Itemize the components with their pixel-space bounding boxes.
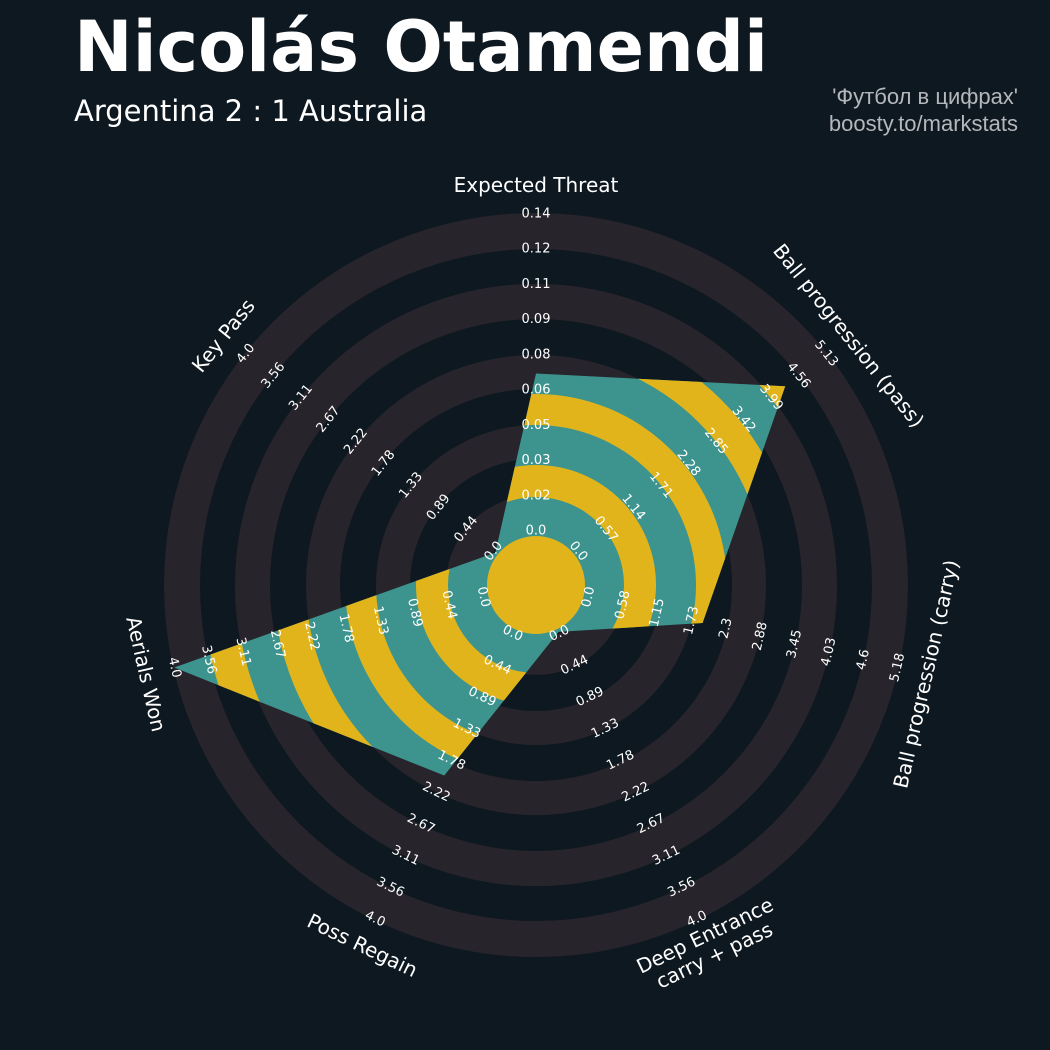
tick-label: 0.11 — [522, 277, 551, 292]
tick-label: 4.03 — [818, 636, 839, 668]
tick-label: 0.08 — [522, 347, 551, 362]
tick-label: 3.11 — [232, 636, 253, 668]
match-score-subtitle: Argentina 2 : 1 Australia — [74, 94, 428, 128]
tick-label: 1.73 — [681, 605, 702, 637]
tick-label: 1.78 — [335, 613, 356, 645]
tick-label: 0.0 — [579, 585, 598, 609]
tick-label: 0.89 — [404, 597, 425, 629]
param-label: Aerials Won — [121, 614, 171, 734]
tick-label: 0.12 — [522, 242, 551, 257]
tick-label: 1.33 — [370, 605, 391, 637]
tick-label: 0.14 — [522, 207, 551, 222]
inner-circle — [487, 536, 585, 634]
tick-label: 1.15 — [647, 597, 668, 629]
tick-label: 3.56 — [198, 644, 219, 676]
param-label-line: Aerials Won — [121, 614, 171, 734]
tick-label: 0.0 — [526, 524, 547, 539]
tick-label: 2.3 — [716, 617, 735, 641]
player-polygon — [174, 373, 786, 776]
tick-label: 2.67 — [267, 628, 288, 660]
tick-label: 0.02 — [522, 488, 551, 503]
credit-line-2: boosty.to/markstats — [828, 111, 1018, 136]
tick-label: 0.58 — [612, 589, 633, 621]
param-label: Expected Threat — [454, 173, 619, 197]
tick-label: 0.03 — [522, 453, 551, 468]
param-label-line: Expected Threat — [454, 173, 619, 197]
tick-label: 3.45 — [784, 628, 805, 660]
tick-label: 5.18 — [887, 652, 908, 684]
tick-label: 0.09 — [522, 312, 551, 327]
tick-label: 2.22 — [301, 620, 322, 652]
tick-label: 4.0 — [165, 656, 184, 680]
tick-label: 0.06 — [522, 383, 551, 398]
tick-label: 0.44 — [438, 589, 459, 621]
tick-label: 0.05 — [522, 418, 551, 433]
credit-line-1: 'Футбол в цифрах' — [832, 84, 1018, 109]
tick-label: 2.88 — [750, 620, 771, 652]
tick-label: 4.6 — [854, 648, 873, 672]
player-name-title: Nicolás Otamendi — [74, 6, 768, 88]
tick-label: 0.0 — [474, 585, 493, 609]
